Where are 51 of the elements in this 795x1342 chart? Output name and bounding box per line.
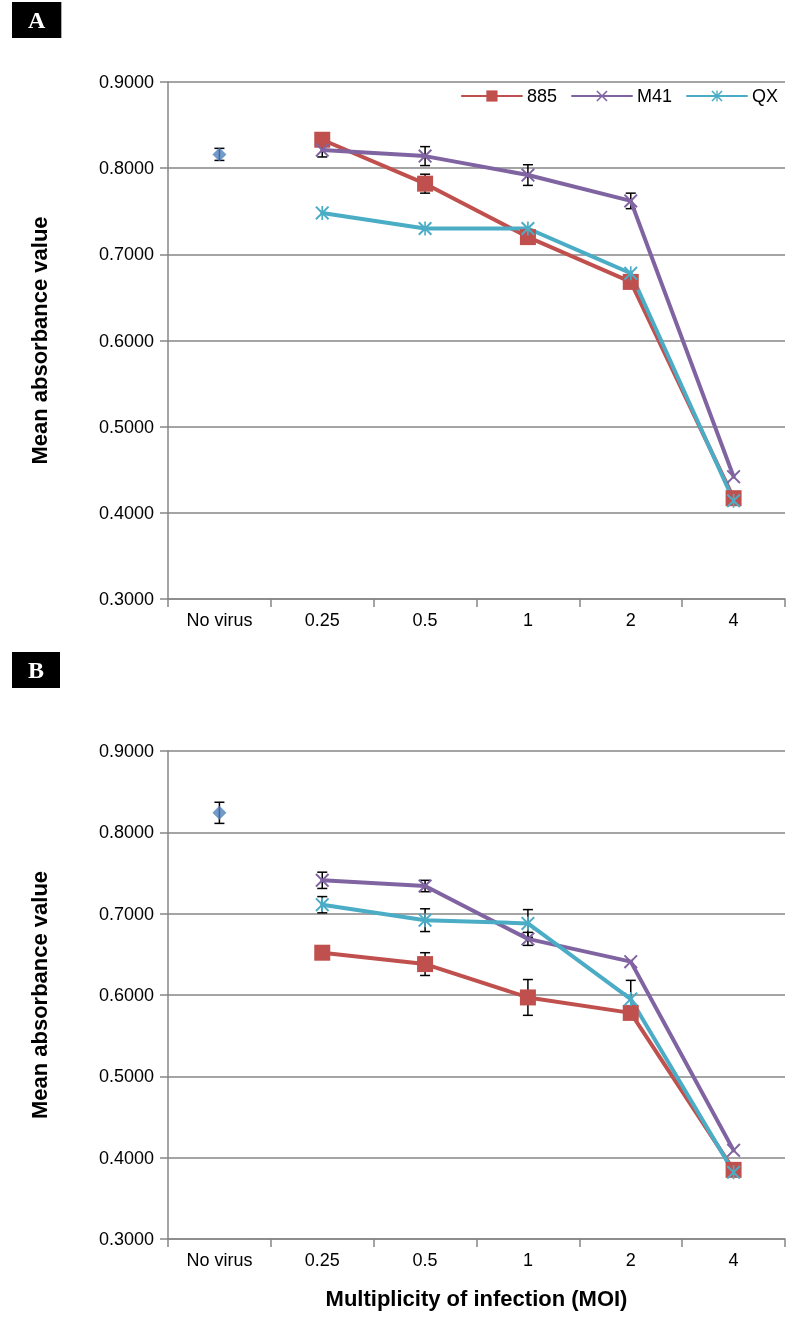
x-tick-label: 4	[728, 1250, 739, 1270]
y-axis-title: Mean absorbance value	[26, 870, 52, 1120]
point	[623, 992, 638, 1007]
legend-label: M41	[636, 86, 672, 106]
point	[520, 168, 535, 183]
point	[418, 149, 433, 164]
chart-title: B	[28, 657, 45, 683]
y-tick-label: 0.8000	[98, 158, 154, 179]
x-tick-label: 2	[625, 610, 636, 630]
y-tick-label: 0.3000	[98, 1229, 154, 1249]
x-tick-label: No virus	[186, 1250, 253, 1270]
y-axis-title: Mean absorbance value	[26, 216, 52, 465]
x-tick-label: 0.25	[304, 610, 340, 630]
x-tick-label: 0.5	[412, 610, 438, 630]
y-tick-label: 0.3000	[98, 589, 154, 609]
y-tick-label: 0.5000	[98, 1066, 154, 1087]
point	[726, 1143, 741, 1158]
y-tick-label: 0.7000	[98, 903, 154, 924]
y-tick-label: 0.7000	[98, 244, 154, 265]
x-tick-label: 2	[625, 1250, 636, 1270]
point	[726, 469, 741, 484]
point	[212, 805, 227, 820]
y-tick-label: 0.6000	[98, 330, 154, 351]
y-tick-label: 0.8000	[98, 822, 154, 843]
y-tick-label: 0.5000	[98, 416, 154, 437]
point	[315, 205, 330, 220]
x-tick-label: 4	[728, 610, 739, 630]
x-tick-label: 0.5	[412, 1250, 438, 1270]
point	[623, 266, 638, 281]
x-axis-title: Multiplicity of infection (MOI)	[325, 1285, 628, 1311]
point	[622, 1004, 639, 1021]
y-tick-label: 0.4000	[98, 1147, 154, 1168]
y-tick-label: 0.4000	[98, 502, 154, 523]
x-tick-label: No virus	[186, 610, 253, 630]
legend-label: 885	[526, 86, 557, 106]
chart-title: A	[28, 7, 46, 33]
legend-label: QX	[751, 86, 779, 106]
point	[623, 954, 638, 969]
x-tick-label: 0.25	[304, 1250, 340, 1270]
x-tick-label: 1	[522, 610, 533, 630]
y-tick-label: 0.9000	[98, 72, 154, 92]
point	[418, 913, 433, 928]
y-tick-label: 0.6000	[98, 985, 154, 1005]
x-tick-label: 1	[522, 1250, 533, 1270]
point	[520, 221, 535, 236]
point	[520, 916, 535, 931]
point	[417, 956, 434, 973]
point	[519, 989, 536, 1006]
point	[418, 221, 433, 236]
y-tick-label: 0.9000	[98, 741, 154, 761]
point	[314, 944, 331, 961]
